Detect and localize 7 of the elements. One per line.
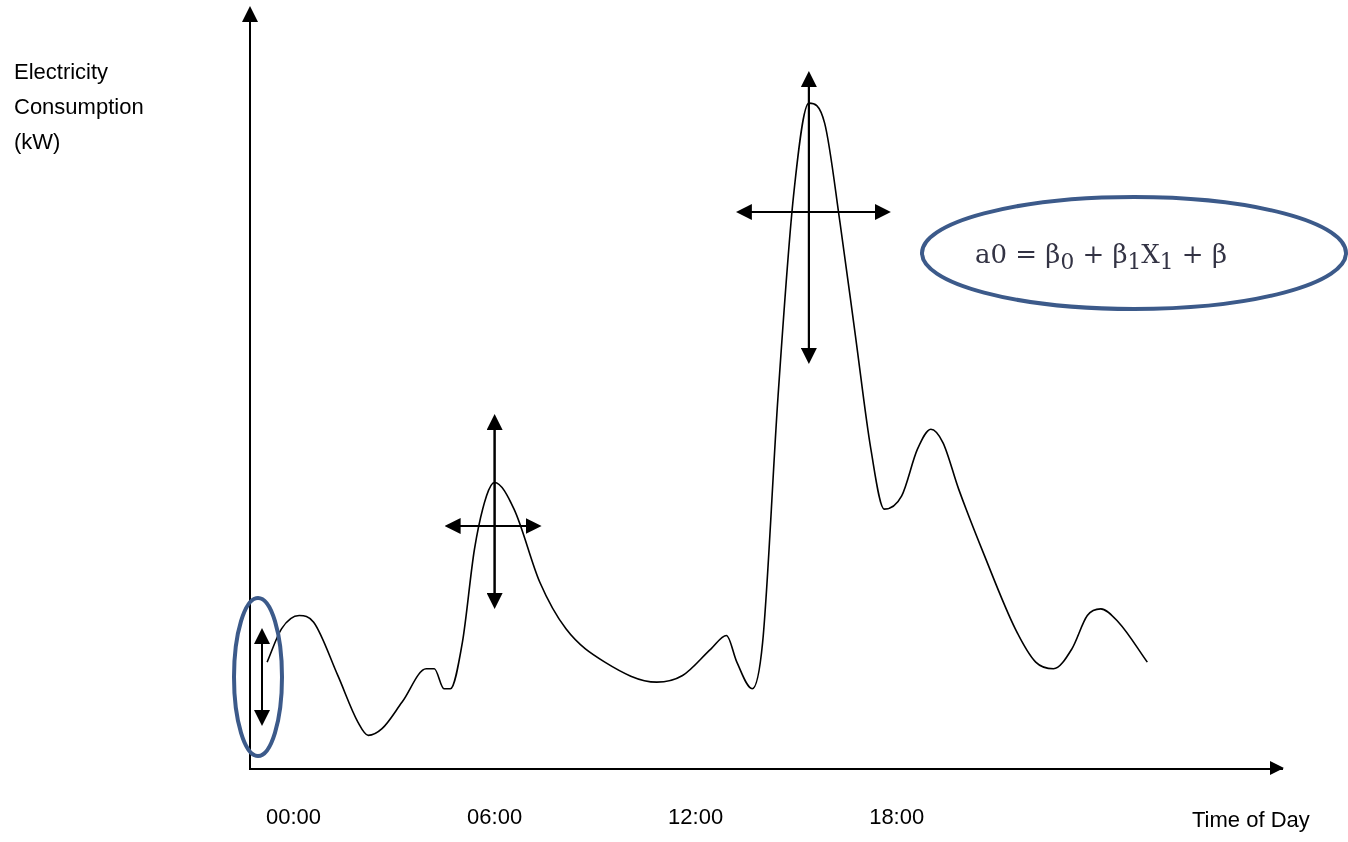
x-tick-label: 06:00: [467, 803, 523, 829]
y-axis-title: Electricity Consumption (kW): [14, 58, 145, 157]
x-axis-title: Time of Day: [1192, 806, 1310, 834]
x-tick-label: 18:00: [869, 803, 925, 829]
annotation: a0 = β$_{0}$ + β$_{1}$X$_{1}$ + β: [975, 238, 1227, 277]
x-tick-label: 00:00: [266, 803, 322, 829]
x-tick-label: 12:00: [668, 803, 724, 829]
